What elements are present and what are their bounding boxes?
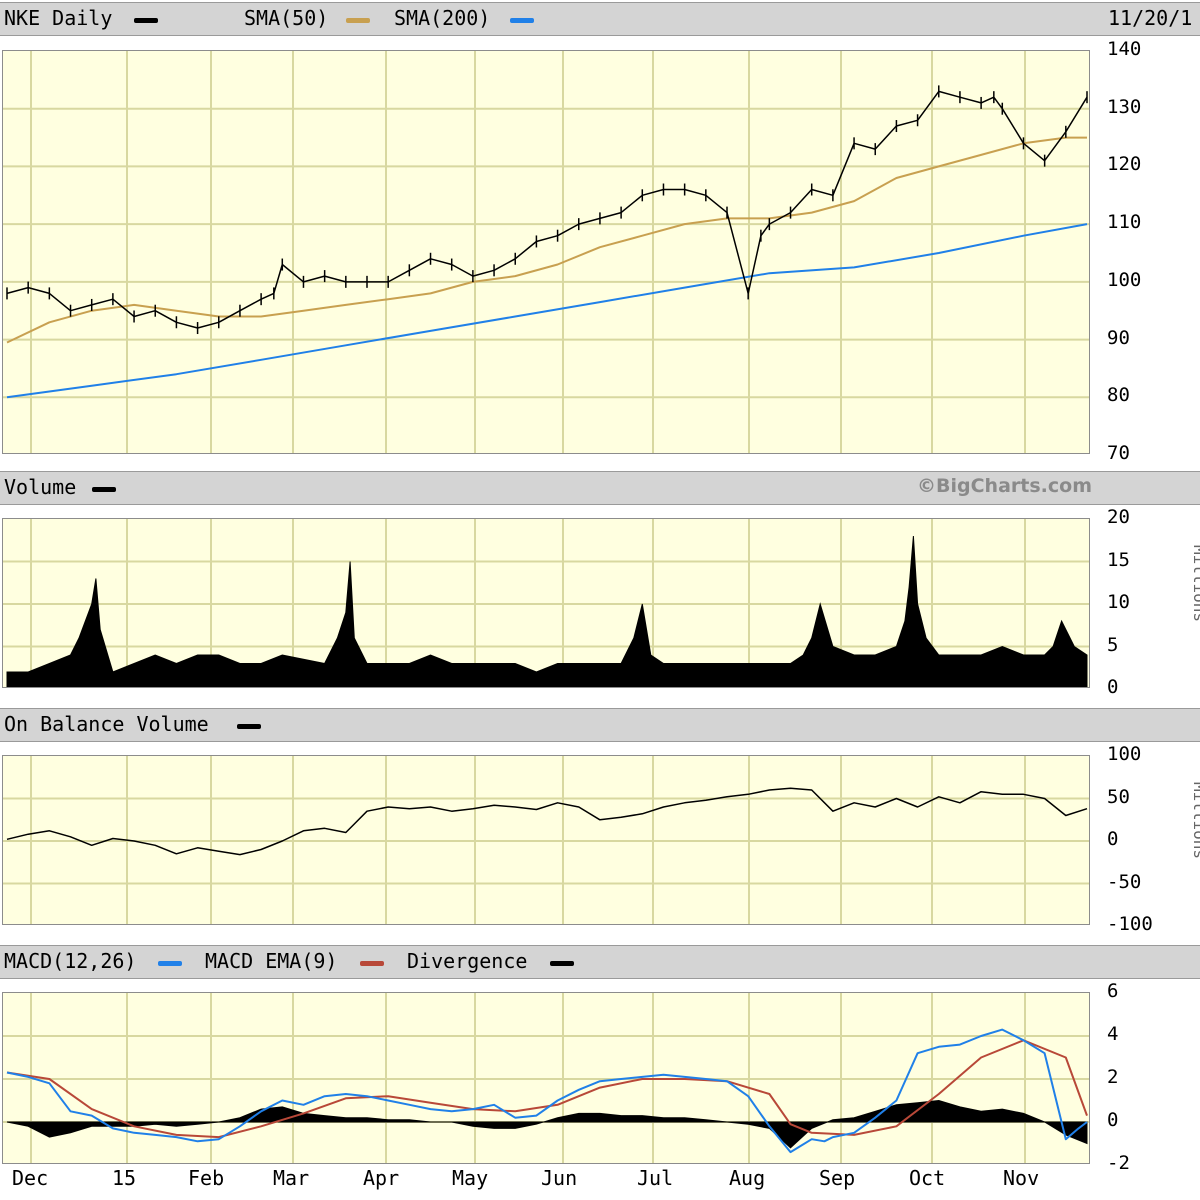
divergence-area: [6, 1099, 1088, 1149]
y-tick-label: 15: [1107, 548, 1130, 571]
volume-legend-swatch: [92, 487, 116, 492]
volume-area: [6, 535, 1088, 687]
chart-date: 11/20/1: [1108, 6, 1193, 30]
y-tick-label: 5: [1107, 633, 1119, 656]
price-panel-title: NKE Daily: [4, 6, 113, 30]
macd-panel: [2, 992, 1090, 1164]
macd-legend-swatch: [158, 961, 182, 966]
price-panel: [2, 50, 1090, 454]
volume-panel-title: Volume: [4, 475, 77, 499]
copyright-label: ©BigCharts.com: [917, 475, 1092, 497]
divergence-legend-swatch: [550, 961, 574, 966]
sma200-legend-swatch: [510, 18, 534, 23]
y-tick-label: 90: [1107, 326, 1130, 349]
x-tick-label: Sep: [819, 1166, 856, 1190]
volume-chart: [3, 519, 1089, 687]
y-tick-label: 0: [1107, 1109, 1119, 1131]
x-tick-label: Jun: [541, 1166, 578, 1190]
y-tick-label: 110: [1107, 211, 1142, 234]
sma200-legend-label: SMA(200): [394, 6, 491, 30]
macd-ema-line: [6, 1039, 1088, 1139]
sma50-line: [6, 136, 1087, 344]
sma50-legend-label: SMA(50): [244, 6, 329, 30]
y-tick-label: 140: [1107, 38, 1142, 60]
x-tick-label: Feb: [188, 1166, 225, 1190]
y-tick-label: 130: [1107, 95, 1142, 118]
x-tick-label: May: [452, 1166, 489, 1190]
macd-panel-header: MACD(12,26) MACD EMA(9) Divergence: [0, 945, 1200, 979]
y-tick-label: 70: [1107, 442, 1130, 464]
y-tick-label: 4: [1107, 1023, 1119, 1045]
sma50-legend-swatch: [346, 18, 370, 23]
y-tick-label: 20: [1107, 506, 1130, 528]
x-tick-label: Mar: [273, 1166, 310, 1190]
macd-panel-title: MACD(12,26): [4, 949, 137, 973]
volume-unit-label: Millions: [1190, 545, 1200, 623]
price-panel-header: NKE Daily SMA(50) SMA(200) 11/20/1: [0, 2, 1200, 36]
obv-panel-title: On Balance Volume: [4, 712, 209, 736]
x-tick-label: Oct: [909, 1166, 946, 1190]
price-legend-swatch: [134, 18, 158, 23]
obv-panel-header: On Balance Volume: [0, 708, 1200, 742]
macd-chart: [3, 993, 1089, 1163]
y-tick-label: 6: [1107, 980, 1119, 1002]
y-tick-label: 2: [1107, 1066, 1119, 1088]
y-tick-label: 100: [1107, 743, 1142, 765]
obv-unit-label: Millions: [1190, 782, 1200, 860]
price-chart: [3, 51, 1089, 453]
macd-ema-legend-label: MACD EMA(9): [205, 949, 338, 973]
divergence-legend-label: Divergence: [407, 949, 528, 973]
x-tick-label: Aug: [729, 1166, 766, 1190]
x-tick-label: Nov: [1003, 1166, 1040, 1190]
y-tick-label: 10: [1107, 591, 1130, 613]
y-tick-label: 100: [1107, 268, 1142, 291]
macd-line: [6, 1028, 1088, 1154]
y-tick-label: 120: [1107, 153, 1142, 176]
y-tick-label: -50: [1107, 870, 1142, 893]
obv-line: [6, 787, 1088, 856]
x-tick-label: Apr: [363, 1166, 400, 1190]
sma200-line: [6, 223, 1088, 399]
y-tick-label: -2: [1107, 1152, 1130, 1174]
obv-chart: [3, 756, 1089, 924]
y-tick-label: 80: [1107, 384, 1130, 407]
volume-panel-header: Volume ©BigCharts.com: [0, 471, 1200, 505]
macd-ema-legend-swatch: [360, 961, 384, 966]
obv-panel: [2, 755, 1090, 925]
y-tick-label: -100: [1107, 913, 1153, 935]
x-tick-label: Jul: [637, 1166, 674, 1190]
volume-panel: [2, 518, 1090, 688]
y-tick-label: 50: [1107, 785, 1130, 808]
x-tick-label: 15: [112, 1166, 137, 1190]
obv-legend-swatch: [237, 724, 261, 729]
price-line: [6, 90, 1088, 329]
y-tick-label: 0: [1107, 676, 1119, 698]
y-tick-label: 0: [1107, 828, 1119, 850]
x-tick-label: Dec: [12, 1166, 49, 1190]
